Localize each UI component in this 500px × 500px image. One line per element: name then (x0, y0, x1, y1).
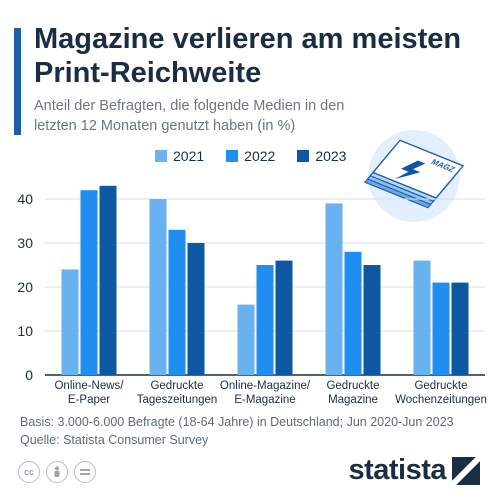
statista-logo[interactable]: statista (348, 454, 480, 487)
x-tick-label-4-0: Gedruckte (414, 380, 467, 392)
license-icons: cc (18, 461, 96, 483)
y-tick-label-30: 30 (17, 235, 33, 251)
bars-layer (61, 185, 469, 375)
y-tick-label-20: 20 (17, 279, 33, 295)
bar-2022-4 (432, 282, 450, 375)
y-tick-label-0: 0 (25, 367, 33, 383)
bar-2021-4 (413, 260, 431, 375)
person-icon[interactable] (46, 461, 68, 483)
bar-2022-1 (168, 229, 186, 375)
y-tick-label-40: 40 (17, 191, 33, 207)
bar-2023-2 (275, 260, 293, 375)
footnote-basis: Basis: 3.000-6.000 Befragte (18-64 Jahre… (20, 415, 454, 429)
brand-wordmark: statista (348, 454, 446, 486)
legend-label-2021: 2021 (173, 148, 205, 164)
y-tick-label-10: 10 (17, 323, 33, 339)
statista-mark-icon (452, 456, 480, 485)
bar-2023-1 (187, 243, 205, 375)
legend-label-2023: 2023 (315, 148, 347, 164)
legend-swatch-2021 (155, 150, 167, 162)
bar-2021-0 (61, 269, 79, 375)
x-tick-label-3-1: Magazine (328, 394, 378, 406)
cc-icon[interactable]: cc (18, 461, 40, 483)
equals-icon[interactable] (74, 461, 96, 483)
x-tick-label-1-0: Gedruckte (150, 380, 203, 392)
title-accent-bar (14, 28, 21, 135)
chart-title: Magazine verlieren am meisten Print-Reic… (34, 23, 462, 89)
x-tick-label-4-1: Wochenzeitungen (395, 394, 487, 406)
footnote-source: Quelle: Statista Consumer Survey (20, 433, 209, 447)
legend-label-2022: 2022 (244, 148, 276, 164)
magazine-stack-icon: MAGZ (363, 139, 465, 209)
chart-subtitle: Anteil der Befragten, die folgende Medie… (34, 98, 345, 134)
x-tick-label-0-0: Online-News/ (54, 380, 124, 392)
x-tick-label-2-1: E-Magazine (234, 394, 295, 406)
x-tick-label-0-1: E-Paper (68, 394, 110, 406)
bar-2021-3 (325, 203, 343, 375)
x-tick-label-3-0: Gedruckte (326, 380, 379, 392)
legend-item-2022: 2022 (226, 148, 275, 164)
bar-2022-2 (256, 265, 274, 375)
legend-item-2023: 2023 (297, 148, 346, 164)
bar-2021-1 (149, 199, 167, 375)
legend: 2021 2022 2023 (155, 148, 346, 164)
legend-swatch-2022 (226, 150, 239, 162)
bar-2022-3 (344, 251, 362, 375)
labels-layer: 0 10 20 30 40 Online-News/E-Paper Gedruckte Tag… (17, 191, 487, 406)
bar-2023-3 (363, 265, 381, 375)
lightning-icon (394, 160, 426, 180)
bar-2023-0 (99, 185, 117, 375)
x-tick-label-1-1: Tageszeitungen (137, 394, 218, 406)
legend-item-2021: 2021 (155, 148, 204, 164)
bar-2023-4 (451, 282, 469, 375)
x-tick-label-2-0: Online-Magazine/ (220, 380, 311, 392)
bar-2021-2 (237, 304, 255, 375)
legend-swatch-2023 (297, 150, 310, 162)
bar-2022-0 (80, 190, 98, 375)
